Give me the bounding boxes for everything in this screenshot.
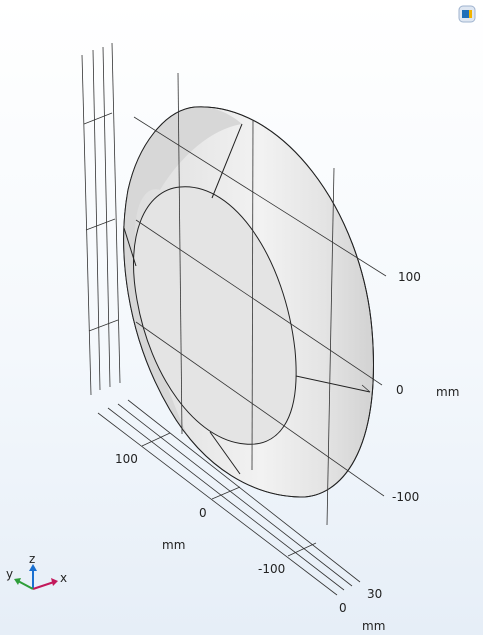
depth-tick-0: 30: [367, 587, 382, 601]
right-tick-0: 100: [398, 270, 421, 284]
left-grid: [81, 42, 121, 396]
depth-axis-unit: mm: [362, 619, 385, 633]
bottom-grid: [97, 399, 361, 596]
bottom-tick-1: 0: [199, 506, 207, 520]
ring-body: [123, 106, 374, 498]
axis-grid: [133, 72, 387, 526]
zoom-extents-icon[interactable]: [458, 5, 476, 23]
axis-triad: z y x: [6, 552, 67, 590]
triad-x-arrow: [32, 581, 55, 590]
triad-z-label: z: [29, 552, 35, 566]
bottom-tick-0: 100: [115, 452, 138, 466]
right-tick-2: -100: [392, 490, 419, 504]
bottom-axis-unit: mm: [162, 538, 185, 552]
right-axis-unit: mm: [436, 385, 459, 399]
triad-x-label: x: [60, 571, 67, 585]
triad-y-label: y: [6, 567, 13, 581]
depth-tick-1: 0: [339, 601, 347, 615]
bottom-tick-2: -100: [258, 562, 285, 576]
right-tick-1: 0: [396, 383, 404, 397]
triad-y-arrow: [17, 580, 34, 590]
